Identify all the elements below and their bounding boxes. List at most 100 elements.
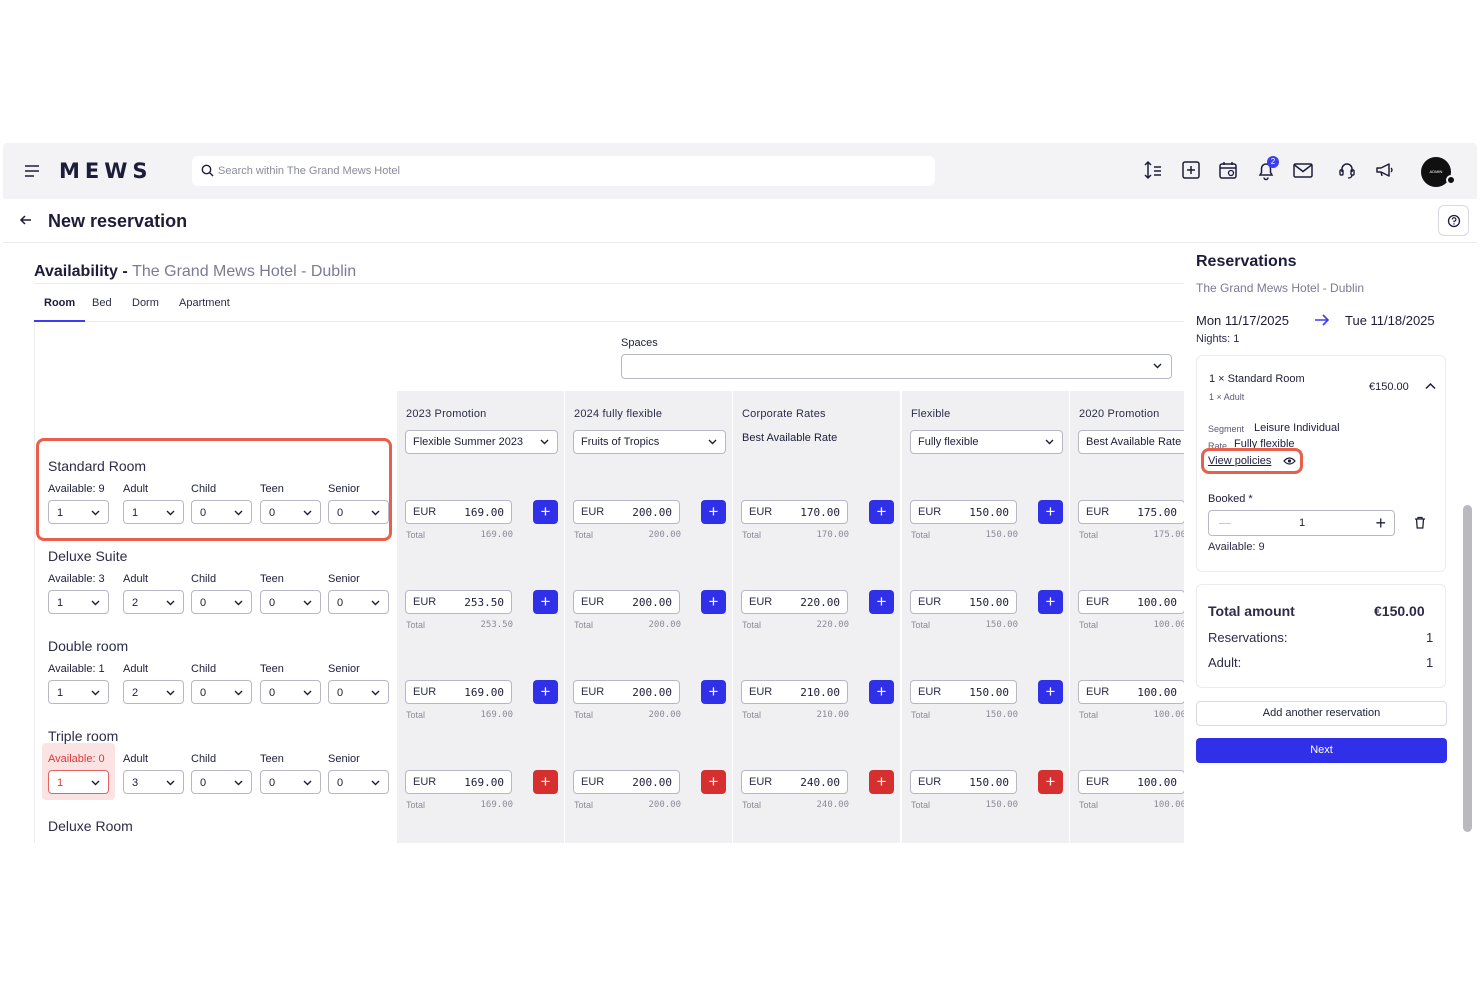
mail-icon[interactable]: [1292, 159, 1314, 181]
date-to[interactable]: Tue 11/18/2025: [1345, 313, 1435, 328]
add-rate-button[interactable]: +: [533, 500, 558, 524]
chevron-up-icon[interactable]: [1425, 382, 1436, 390]
rate-select[interactable]: Best Available Rate: [1078, 430, 1184, 454]
add-rate-button[interactable]: +: [869, 500, 894, 524]
scrollbar-thumb[interactable]: [1463, 505, 1472, 832]
senior-select[interactable]: 0: [328, 770, 389, 794]
price-value[interactable]: 169.00: [464, 686, 504, 699]
teen-select[interactable]: 0: [260, 680, 321, 704]
calendar-icon[interactable]: [1217, 159, 1239, 181]
price-value[interactable]: 150.00: [969, 506, 1009, 519]
rate-select[interactable]: Fruits of Tropics: [573, 430, 726, 454]
adult-select[interactable]: 2: [123, 680, 184, 704]
quantity-select[interactable]: 1: [48, 590, 109, 614]
price-input[interactable]: EUR 220.00: [741, 590, 848, 614]
add-rate-button[interactable]: +: [1038, 500, 1063, 524]
price-input[interactable]: EUR 150.00: [910, 770, 1017, 794]
add-rate-button[interactable]: +: [533, 680, 558, 704]
senior-select[interactable]: 0: [328, 680, 389, 704]
price-value[interactable]: 170.00: [800, 506, 840, 519]
rate-select[interactable]: Fully flexible: [910, 430, 1063, 454]
price-input[interactable]: EUR 200.00: [573, 590, 680, 614]
mews-logo[interactable]: MEWS: [59, 159, 153, 183]
price-input[interactable]: EUR 150.00: [910, 500, 1017, 524]
child-select[interactable]: 0: [191, 680, 252, 704]
search-bar[interactable]: [192, 156, 935, 186]
add-another-reservation-button[interactable]: Add another reservation: [1196, 701, 1447, 726]
price-input[interactable]: EUR 169.00: [405, 500, 512, 524]
senior-select[interactable]: 0: [328, 500, 389, 524]
add-rate-button[interactable]: +: [1038, 770, 1063, 794]
price-value[interactable]: 240.00: [800, 776, 840, 789]
price-input[interactable]: EUR 175.00: [1078, 500, 1184, 524]
date-from[interactable]: Mon 11/17/2025: [1196, 313, 1289, 328]
child-select[interactable]: 0: [191, 500, 252, 524]
add-rate-button[interactable]: +: [701, 590, 726, 614]
add-rate-button[interactable]: +: [869, 770, 894, 794]
add-rate-button[interactable]: +: [701, 500, 726, 524]
tab-room[interactable]: Room: [44, 297, 76, 309]
help-button[interactable]: [1438, 205, 1469, 236]
trash-icon[interactable]: [1414, 516, 1426, 529]
view-policies-link[interactable]: View policies: [1208, 455, 1272, 467]
add-rate-button[interactable]: +: [533, 590, 558, 614]
rate-select[interactable]: Flexible Summer 2023: [405, 430, 558, 454]
sort-icon[interactable]: [1142, 159, 1164, 181]
adult-select[interactable]: 3: [123, 770, 184, 794]
decrement-button[interactable]: [1219, 523, 1231, 524]
price-value[interactable]: 200.00: [632, 506, 672, 519]
child-select[interactable]: 0: [191, 590, 252, 614]
add-rate-button[interactable]: +: [701, 770, 726, 794]
adult-select[interactable]: 2: [123, 590, 184, 614]
tab-bed[interactable]: Bed: [92, 297, 112, 309]
tab-dorm[interactable]: Dorm: [132, 297, 159, 309]
bell-icon[interactable]: [1255, 159, 1277, 181]
quantity-select[interactable]: 1: [48, 770, 109, 794]
booked-stepper[interactable]: 1 +: [1208, 510, 1395, 536]
add-rate-button[interactable]: +: [533, 770, 558, 794]
price-input[interactable]: EUR 100.00: [1078, 680, 1184, 704]
price-input[interactable]: EUR 170.00: [741, 500, 848, 524]
price-value[interactable]: 169.00: [464, 776, 504, 789]
price-value[interactable]: 100.00: [1137, 776, 1177, 789]
price-value[interactable]: 100.00: [1137, 596, 1177, 609]
tab-apartment[interactable]: Apartment: [179, 297, 230, 309]
price-value[interactable]: 200.00: [632, 596, 672, 609]
price-value[interactable]: 253.50: [464, 596, 504, 609]
add-rate-button[interactable]: +: [869, 590, 894, 614]
price-input[interactable]: EUR 100.00: [1078, 590, 1184, 614]
price-input[interactable]: EUR 210.00: [741, 680, 848, 704]
search-input[interactable]: [218, 156, 918, 186]
add-rate-button[interactable]: +: [1038, 680, 1063, 704]
price-value[interactable]: 169.00: [464, 506, 504, 519]
teen-select[interactable]: 0: [260, 770, 321, 794]
price-input[interactable]: EUR 200.00: [573, 680, 680, 704]
price-value[interactable]: 210.00: [800, 686, 840, 699]
menu-icon[interactable]: [23, 163, 41, 179]
price-input[interactable]: EUR 240.00: [741, 770, 848, 794]
price-input[interactable]: EUR 200.00: [573, 500, 680, 524]
back-arrow-icon[interactable]: [19, 213, 33, 227]
add-rate-button[interactable]: +: [701, 680, 726, 704]
booked-value[interactable]: 1: [1299, 517, 1306, 529]
price-input[interactable]: EUR 150.00: [910, 590, 1017, 614]
price-value[interactable]: 200.00: [632, 686, 672, 699]
teen-select[interactable]: 0: [260, 500, 321, 524]
support-icon[interactable]: [1336, 159, 1358, 181]
child-select[interactable]: 0: [191, 770, 252, 794]
increment-button[interactable]: +: [1375, 513, 1386, 533]
next-button[interactable]: Next: [1196, 738, 1447, 763]
price-value[interactable]: 200.00: [632, 776, 672, 789]
price-value[interactable]: 100.00: [1137, 686, 1177, 699]
price-input[interactable]: EUR 169.00: [405, 770, 512, 794]
price-input[interactable]: EUR 150.00: [910, 680, 1017, 704]
price-value[interactable]: 220.00: [800, 596, 840, 609]
add-square-icon[interactable]: [1180, 159, 1202, 181]
price-input[interactable]: EUR 200.00: [573, 770, 680, 794]
price-input[interactable]: EUR 100.00: [1078, 770, 1184, 794]
add-rate-button[interactable]: +: [869, 680, 894, 704]
price-input[interactable]: EUR 169.00: [405, 680, 512, 704]
spaces-select[interactable]: [621, 354, 1172, 379]
price-value[interactable]: 175.00: [1137, 506, 1177, 519]
price-input[interactable]: EUR 253.50: [405, 590, 512, 614]
